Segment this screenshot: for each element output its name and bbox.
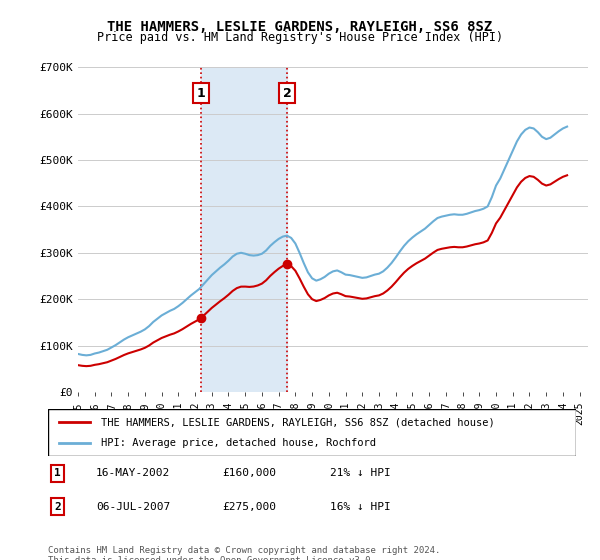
Text: 06-JUL-2007: 06-JUL-2007 bbox=[96, 502, 170, 512]
Text: Contains HM Land Registry data © Crown copyright and database right 2024.
This d: Contains HM Land Registry data © Crown c… bbox=[48, 546, 440, 560]
Bar bbox=[201, 67, 287, 392]
FancyBboxPatch shape bbox=[48, 409, 576, 456]
Text: £275,000: £275,000 bbox=[222, 502, 276, 512]
Text: 16-MAY-2002: 16-MAY-2002 bbox=[96, 468, 170, 478]
Text: 21% ↓ HPI: 21% ↓ HPI bbox=[330, 468, 391, 478]
Text: THE HAMMERS, LESLIE GARDENS, RAYLEIGH, SS6 8SZ: THE HAMMERS, LESLIE GARDENS, RAYLEIGH, S… bbox=[107, 20, 493, 34]
Text: 2: 2 bbox=[54, 502, 61, 512]
Text: £160,000: £160,000 bbox=[222, 468, 276, 478]
Text: THE HAMMERS, LESLIE GARDENS, RAYLEIGH, SS6 8SZ (detached house): THE HAMMERS, LESLIE GARDENS, RAYLEIGH, S… bbox=[101, 417, 494, 427]
Text: 1: 1 bbox=[197, 87, 206, 100]
Text: Price paid vs. HM Land Registry's House Price Index (HPI): Price paid vs. HM Land Registry's House … bbox=[97, 31, 503, 44]
Text: HPI: Average price, detached house, Rochford: HPI: Average price, detached house, Roch… bbox=[101, 438, 376, 448]
Text: 16% ↓ HPI: 16% ↓ HPI bbox=[330, 502, 391, 512]
Text: 1: 1 bbox=[54, 468, 61, 478]
Text: 2: 2 bbox=[283, 87, 292, 100]
